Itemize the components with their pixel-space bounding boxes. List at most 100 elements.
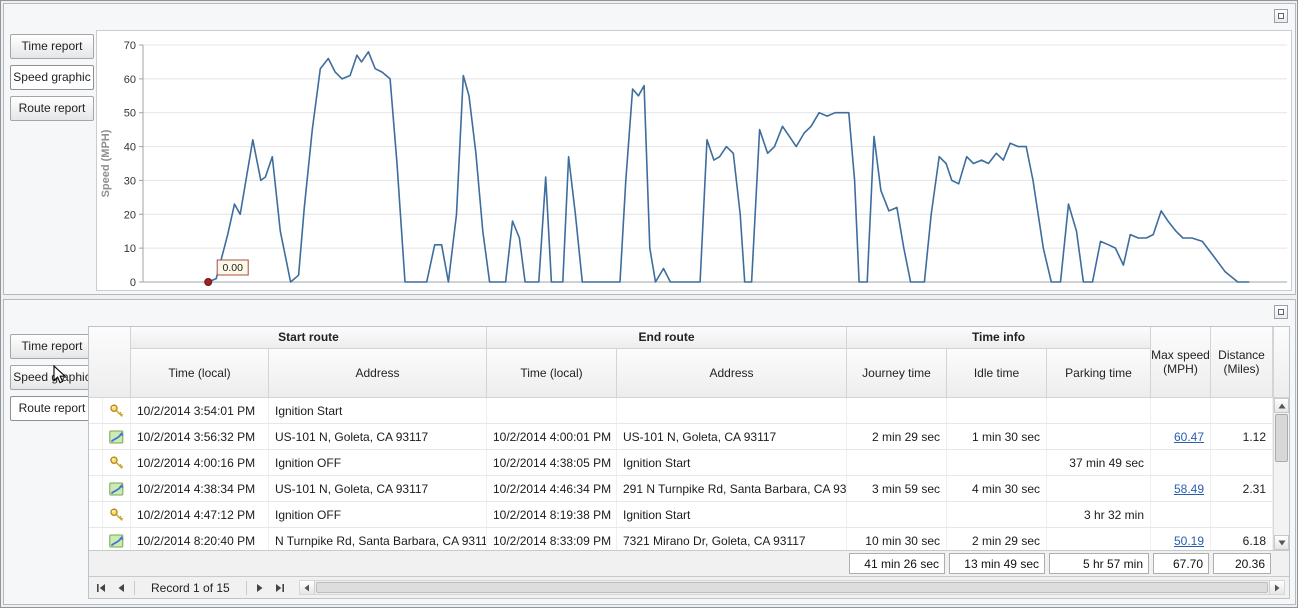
max-speed-link[interactable]: 58.49 [1173,481,1204,496]
column-header-parking-time[interactable]: Parking time [1047,349,1151,398]
record-indicator: Record 1 of 15 [151,580,230,595]
cell-parking-time: 3 hr 32 min [1047,502,1151,527]
y-tick-label: 20 [124,209,136,221]
nav-next-button[interactable] [253,580,269,596]
cell-end-time-local [487,398,617,423]
column-header-start-address[interactable]: Address [269,349,487,398]
summary-total-journey-time: 41 min 26 sec [849,553,945,574]
cell-idle-time: 2 min 29 sec [947,528,1047,550]
scroll-left-button[interactable] [299,581,315,594]
route-glyph [108,482,124,495]
tab-speed-graphic[interactable]: Speed graphic [10,365,94,390]
tab-time-report[interactable]: Time report [10,34,94,59]
row-indicator-cell [89,502,103,527]
collapse-panel-button[interactable] [1274,9,1288,23]
scroll-down-button[interactable] [1274,535,1289,550]
column-header-end-address[interactable]: Address [617,349,847,398]
cell-parking-time: 37 min 49 sec [1047,450,1151,475]
row-indicator-cell [89,398,103,423]
route-report-panel: Time report Speed graphic Route report Sta… [3,299,1296,605]
vertical-scrollbar-thumb[interactable] [1275,414,1288,462]
cell-end-address: US-101 N, Goleta, CA 93117 [617,424,847,449]
report-tabs-top: Time report Speed graphic Route report [10,34,94,121]
y-tick-label: 10 [124,243,136,255]
arrow-left-icon [304,584,310,591]
collapse-icon [1278,13,1284,19]
cell-distance [1211,502,1273,527]
tab-time-report[interactable]: Time report [10,334,94,359]
cell-journey-time [847,502,947,527]
cell-end-time-local: 10/2/2014 4:38:05 PM [487,450,617,475]
cell-start-time-local: 10/2/2014 4:38:34 PM [131,476,269,501]
cell-journey-time: 3 min 59 sec [847,476,947,501]
table-row[interactable]: 10/2/2014 4:38:34 PM US-101 N, Goleta, CA… [89,476,1273,502]
group-header-start-route[interactable]: Start route [131,327,487,349]
table-row[interactable]: 10/2/2014 3:54:01 PM Ignition Start [89,398,1273,424]
group-header-time-info[interactable]: Time info [847,327,1151,349]
report-tabs-bottom: Time report Speed graphic Route report [10,334,94,421]
arrow-down-icon [1278,540,1285,545]
nav-first-button[interactable] [93,580,109,596]
summary-total-idle-time: 13 min 49 sec [949,553,1045,574]
cell-start-time-local: 10/2/2014 3:56:32 PM [131,424,269,449]
column-header-distance[interactable]: Distance (Miles) [1211,327,1273,398]
vertical-scrollbar[interactable] [1273,398,1289,550]
column-header-max-speed[interactable]: Max speed (MPH) [1151,327,1211,398]
arrow-up-icon [1278,403,1285,408]
nav-last-button[interactable] [272,580,288,596]
start-point-marker[interactable] [204,278,213,286]
cell-parking-time [1047,528,1151,550]
key-icon [103,502,131,527]
table-row[interactable]: 10/2/2014 8:20:40 PM N Turnpike Rd, Santa… [89,528,1273,550]
cell-parking-time [1047,476,1151,501]
route-glyph [108,534,124,547]
speed-chart[interactable]: 0 10 20 30 40 50 60 70 Speed (MPH) 0.00 [96,30,1292,291]
cell-end-time-local: 10/2/2014 8:33:09 PM [487,528,617,550]
tab-route-report[interactable]: Route report [10,396,94,421]
column-header-end-time-local[interactable]: Time (local) [487,349,617,398]
footer-separator [134,580,135,595]
row-indicator-cell [89,450,103,475]
key-glyph [109,507,123,521]
table-row[interactable]: 10/2/2014 4:00:16 PM Ignition OFF 10/2/201… [89,450,1273,476]
route-icon [103,476,131,501]
collapse-panel-button[interactable] [1274,305,1288,319]
nav-prev-button[interactable] [112,580,128,596]
cell-distance: 2.31 [1211,476,1273,501]
grid-summary-row: 41 min 26 sec 13 min 49 sec 5 hr 57 min 67.… [89,550,1289,576]
column-header-idle-time[interactable]: Idle time [947,349,1047,398]
scroll-right-button[interactable] [1269,581,1284,594]
cell-end-address: Ignition Start [617,450,847,475]
cell-start-time-local: 10/2/2014 8:20:40 PM [131,528,269,550]
cell-parking-time [1047,398,1151,423]
key-glyph [109,403,123,417]
cell-end-time-local: 10/2/2014 8:19:38 PM [487,502,617,527]
speed-line-series [207,50,1250,283]
column-header-journey-time[interactable]: Journey time [847,349,947,398]
cell-idle-time: 1 min 30 sec [947,424,1047,449]
tab-route-report[interactable]: Route report [10,96,94,121]
scroll-up-button[interactable] [1274,398,1289,413]
table-row[interactable]: 10/2/2014 3:56:32 PM US-101 N, Goleta, CA… [89,424,1273,450]
cell-distance [1211,450,1273,475]
summary-total-max-speed: 67.70 [1153,553,1209,574]
marker-tooltip-label: 0.00 [222,262,243,274]
max-speed-link[interactable]: 50.19 [1173,533,1204,548]
max-speed-link[interactable]: 60.47 [1173,429,1204,444]
horizontal-scrollbar[interactable] [298,580,1285,595]
horizontal-scrollbar-thumb[interactable] [315,582,1268,593]
cell-idle-time [947,450,1047,475]
group-header-end-route[interactable]: End route [487,327,847,349]
cell-start-address: Ignition OFF [269,450,487,475]
y-tick-label: 60 [124,74,136,86]
table-row[interactable]: 10/2/2014 4:47:12 PM Ignition OFF 10/2/201… [89,502,1273,528]
speed-chart-svg[interactable]: 0 10 20 30 40 50 60 70 Speed (MPH) 0.00 [97,31,1291,290]
tab-speed-graphic[interactable]: Speed graphic [10,65,94,90]
route-icon [103,528,131,550]
row-indicator-cell [89,528,103,550]
cell-start-address: US-101 N, Goleta, CA 93117 [269,424,487,449]
column-header-start-time-local[interactable]: Time (local) [131,349,269,398]
cell-end-address: Ignition Start [617,502,847,527]
route-glyph [108,430,124,443]
key-glyph [109,455,123,469]
